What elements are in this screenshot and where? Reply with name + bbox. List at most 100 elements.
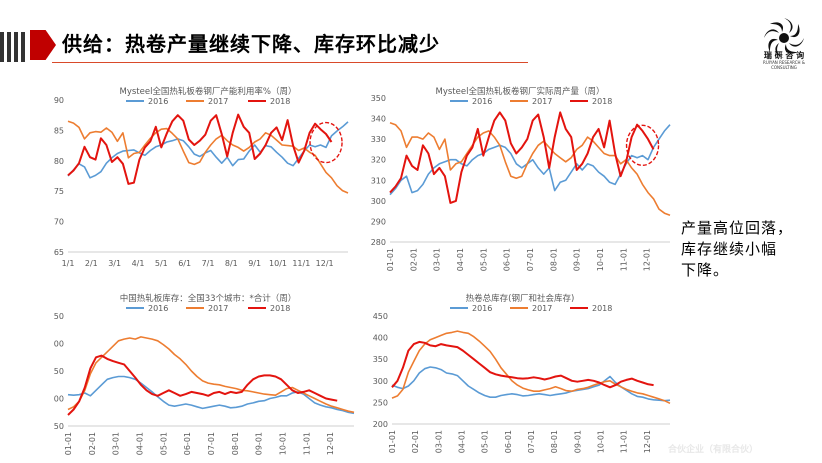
y-tick-label: 250: [373, 398, 388, 407]
note-line-1: 产量高位回落，: [681, 219, 794, 237]
legend-label-2016: 2016: [148, 304, 168, 313]
y-tick-label: 350: [373, 355, 388, 364]
x-tick-label: 09-01: [573, 430, 582, 453]
series-line-2018: [67, 354, 338, 416]
x-tick-label: 12-01: [326, 432, 335, 455]
x-tick-label: 04-01: [456, 248, 465, 271]
x-tick-label: 3/1: [108, 259, 121, 268]
x-tick-label: 06-01: [503, 248, 512, 271]
y-tick-label: 300: [54, 340, 64, 349]
chart-city-inventory: 中国热轧板库存：全国33个城市：*合计（周） 150 200 250 300 350 01-…: [49, 293, 355, 455]
decorative-stripes: [0, 32, 28, 62]
legend-label-2018: 2018: [270, 97, 290, 106]
series-line-2016: [391, 366, 671, 402]
y-tick-label: 300: [373, 377, 388, 386]
x-tick-label: 02-01: [409, 248, 418, 271]
legend-label-2017: 2017: [532, 304, 552, 313]
y-tick-label: 330: [371, 135, 386, 144]
note-line-3: 下降。: [681, 261, 730, 279]
x-tick-label: 11-01: [302, 432, 311, 455]
legend-label-2017: 2017: [208, 97, 228, 106]
series-line-2017: [391, 330, 671, 405]
legend-label-2016: 2016: [472, 304, 492, 313]
chart-panel-4: 热卷总库存(钢厂和社会库存) 200 250 300 350 400 450 01-01 02-…: [362, 286, 678, 462]
highlight-ellipse: [309, 121, 343, 164]
title-arrow-marker: [30, 30, 56, 60]
chart-title: 中国热轧板库存：全国33个城市：*合计（周）: [120, 293, 297, 304]
chart-total-inventory: 热卷总库存(钢厂和社会库存) 200 250 300 350 400 450 01-01 02-…: [373, 293, 671, 453]
y-tick-label: 400: [373, 334, 388, 343]
y-tick-label: 350: [371, 94, 386, 103]
chart-panel-2: Mysteel全国热轧板卷钢厂实际周产量（周） 280 290 300 310 320 33…: [362, 70, 678, 284]
x-tick-label: 03-01: [434, 430, 443, 453]
x-tick-label: 10-01: [597, 430, 606, 453]
series-line-2018: [67, 113, 333, 185]
y-tick-label: 340: [371, 115, 386, 124]
y-tick-label: 280: [371, 238, 386, 247]
x-tick-label: 11-01: [619, 248, 628, 271]
x-tick-label: 5/1: [155, 259, 168, 268]
x-tick-label: 10-01: [596, 248, 605, 271]
legend-label-2017: 2017: [532, 97, 552, 106]
y-tick-label: 290: [371, 217, 386, 226]
x-tick-label: 07-01: [207, 432, 216, 455]
x-tick-label: 9/1: [248, 259, 261, 268]
legend-label-2017: 2017: [208, 304, 228, 313]
legend-label-2016: 2016: [472, 97, 492, 106]
x-tick-label: 06-01: [183, 432, 192, 455]
chart-weekly-output: Mysteel全国热轧板卷钢厂实际周产量（周） 280 290 300 310 320 33…: [371, 86, 671, 271]
series-line-2017: [389, 121, 671, 217]
x-tick-label: 08-01: [231, 432, 240, 455]
x-tick-label: 01-01: [388, 430, 397, 453]
y-tick-label: 80: [54, 157, 64, 166]
y-tick-label: 310: [371, 176, 386, 185]
chart-panel-1: Mysteel全国热轧板卷钢厂产能利用率%（周） 65 70 75 80 85 90 1/1 2…: [54, 70, 362, 284]
series-line-2018: [391, 340, 654, 389]
company-logo-icon: [764, 18, 804, 58]
legend-label-2016: 2016: [148, 97, 168, 106]
chart-panel-3: 中国热轧板库存：全国33个城市：*合计（周） 150 200 250 300 350 01-…: [49, 286, 362, 462]
x-tick-label: 07-01: [526, 248, 535, 271]
slide-title: 供给：热卷产量继续下降、库存环比减少: [62, 32, 440, 56]
y-tick-label: 250: [54, 367, 64, 376]
x-tick-label: 07-01: [527, 430, 536, 453]
x-tick-label: 7/1: [202, 259, 215, 268]
x-tick-label: 09-01: [255, 432, 264, 455]
y-tick-label: 350: [54, 312, 64, 321]
y-tick-label: 150: [54, 422, 64, 431]
y-tick-label: 65: [54, 248, 64, 257]
y-tick-label: 75: [54, 187, 64, 196]
y-tick-label: 85: [54, 126, 64, 135]
y-tick-label: 200: [373, 420, 388, 429]
y-tick-label: 300: [371, 197, 386, 206]
legend-label-2018: 2018: [592, 304, 612, 313]
commentary-note: 产量高位回落， 库存继续小幅 下降。: [681, 218, 801, 281]
logo-text: 瑞 研 咨 询: [763, 51, 805, 60]
x-tick-label: 12/1: [316, 259, 334, 268]
x-tick-label: 6/1: [178, 259, 191, 268]
chart-title: 热卷总库存(钢厂和社会库存): [466, 293, 575, 304]
y-tick-label: 200: [54, 395, 64, 404]
x-tick-label: 12-01: [643, 248, 652, 271]
x-tick-label: 10-01: [279, 432, 288, 455]
x-tick-label: 01-01: [64, 432, 73, 455]
x-tick-label: 06-01: [504, 430, 513, 453]
x-tick-label: 01-01: [386, 248, 395, 271]
series-line-2018: [389, 111, 655, 204]
logo-subtext: RUIYAN RESEARCH & CONSULTING: [763, 60, 805, 70]
x-tick-label: 12-01: [643, 430, 652, 453]
watermark-text: 合伙企业（有限合伙）: [668, 445, 759, 455]
x-tick-label: 1/1: [62, 259, 75, 268]
x-tick-label: 11-01: [620, 430, 629, 453]
note-line-2: 库存继续小幅: [681, 240, 778, 258]
y-tick-label: 70: [54, 218, 64, 227]
series-line-2017: [67, 336, 355, 414]
x-tick-label: 05-01: [159, 432, 168, 455]
x-tick-label: 09-01: [573, 248, 582, 271]
x-tick-label: 08-01: [549, 248, 558, 271]
legend-label-2018: 2018: [592, 97, 612, 106]
chart-capacity-utilization: Mysteel全国热轧板卷钢厂产能利用率%（周） 65 70 75 80 85 90 1/1 2…: [54, 86, 349, 268]
series-line-2017: [67, 120, 349, 194]
x-tick-label: 10/1: [269, 259, 287, 268]
